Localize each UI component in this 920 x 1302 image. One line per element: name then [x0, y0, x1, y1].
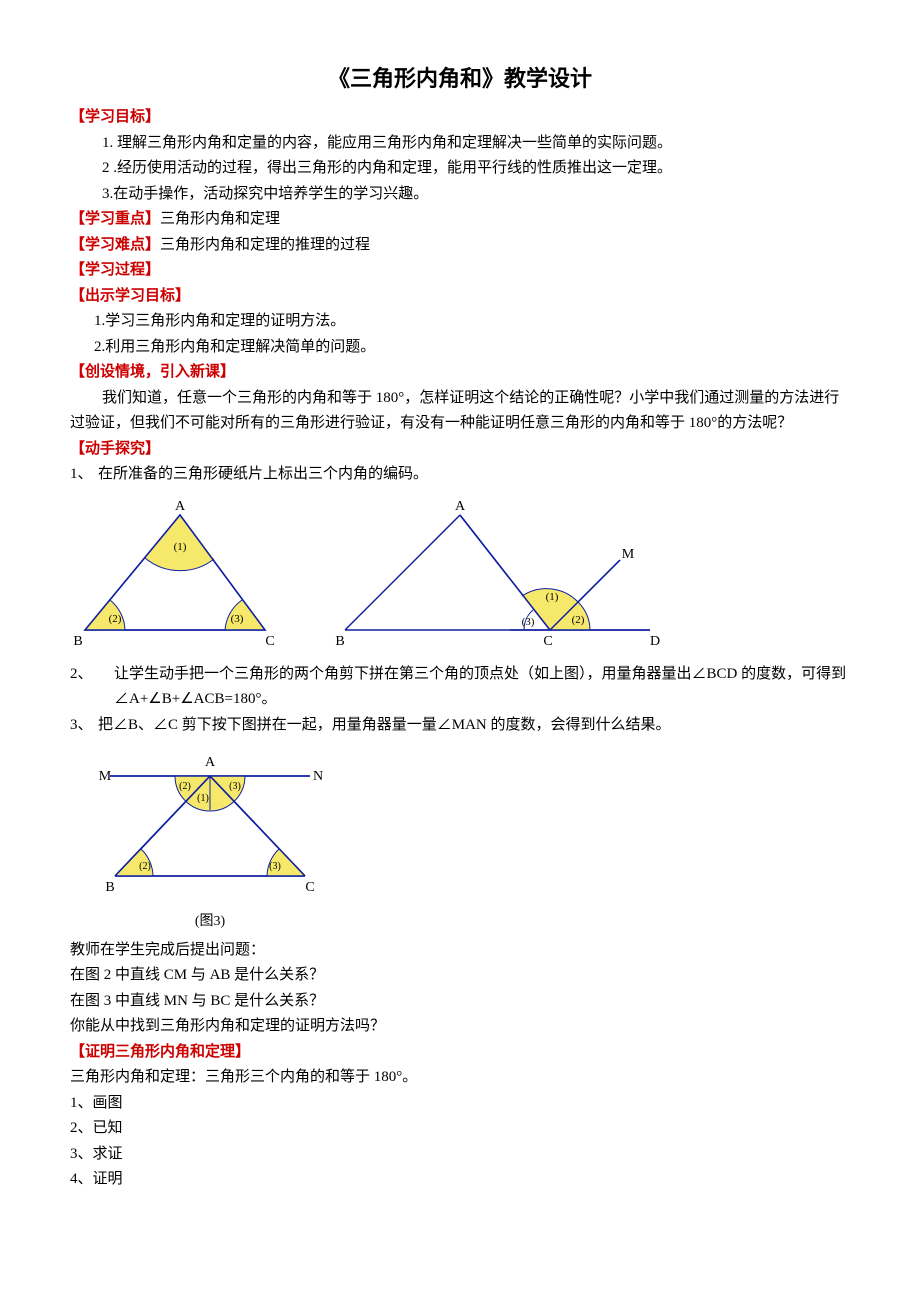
explore-header: 【动手探究】: [70, 441, 160, 457]
fig1-angle-3: (3): [231, 613, 244, 625]
fig1-label-C: C: [265, 634, 274, 649]
figure-2: A B C D M (1) (2) (3): [330, 500, 670, 650]
fig2-angle-3: (3): [522, 616, 535, 628]
figure-3: A M N B C (2) (3) (1) (2) (3): [90, 746, 330, 896]
fig3-label-N: N: [313, 769, 323, 784]
show-goals-header: 【出示学习目标】: [70, 288, 190, 304]
figure-1: A B C (1) (2) (3): [70, 500, 290, 650]
fig2-label-A: A: [455, 500, 466, 514]
page-title: 《三角形内角和》教学设计: [70, 60, 850, 97]
keypoint-text: 三角形内角和定理: [160, 211, 280, 227]
fig1-angle-2: (2): [109, 613, 122, 625]
fig2-angle-1: (1): [546, 591, 559, 603]
fig2-label-B: B: [335, 634, 344, 649]
fig1-label-B: B: [73, 634, 82, 649]
explore-step1-num: 1、: [70, 462, 98, 488]
fig3-angle-3: (3): [229, 781, 241, 792]
fig3-angle-2: (2): [179, 781, 191, 792]
explore-step3-num: 3、: [70, 713, 98, 739]
fig3-label-B: B: [105, 880, 114, 895]
goals-header: 【学习目标】: [70, 109, 160, 125]
fig2-label-C: C: [543, 634, 552, 649]
explore-step1: 在所准备的三角形硬纸片上标出三个内角的编码。: [98, 462, 850, 488]
fig3-label-M: M: [99, 769, 112, 784]
proof-step-3: 3、求证: [70, 1142, 850, 1168]
fig3-label-C: C: [305, 880, 314, 895]
process-header: 【学习过程】: [70, 262, 160, 278]
teacher-q1: 教师在学生完成后提出问题：: [70, 938, 850, 964]
fig3-angle-3b: (3): [269, 861, 281, 872]
fig2-label-D: D: [650, 634, 660, 649]
figure-3-container: A M N B C (2) (3) (1) (2) (3) (图3): [90, 746, 330, 933]
teacher-q4: 你能从中找到三角形内角和定理的证明方法吗？: [70, 1014, 850, 1040]
fig1-label-A: A: [175, 500, 186, 514]
situation-header: 【创设情境，引入新课】: [70, 364, 235, 380]
show-goal-1: 1.学习三角形内角和定理的证明方法。: [70, 309, 850, 335]
difficulty-header: 【学习难点】: [70, 237, 160, 253]
fig2-angle-2: (2): [572, 614, 585, 626]
proof-intro: 三角形内角和定理：三角形三个内角的和等于 180°。: [70, 1065, 850, 1091]
explore-step2: 让学生动手把一个三角形的两个角剪下拼在第三个角的顶点处（如上图），用量角器量出∠…: [98, 662, 850, 713]
proof-step-2: 2、已知: [70, 1116, 850, 1142]
goal-2: 2 .经历使用活动的过程，得出三角形的内角和定理，能用平行线的性质推出这一定理。: [70, 156, 850, 182]
teacher-q3: 在图 3 中直线 MN 与 BC 是什么关系？: [70, 989, 850, 1015]
fig3-label-A: A: [205, 755, 216, 770]
fig3-angle-1: (1): [197, 793, 209, 804]
fig3-angle-2b: (2): [139, 861, 151, 872]
goal-3: 3.在动手操作，活动探究中培养学生的学习兴趣。: [70, 182, 850, 208]
difficulty-text: 三角形内角和定理的推理的过程: [160, 237, 370, 253]
figure-row-1: A B C (1) (2) (3) A B C D M (1) (2) (3): [70, 500, 850, 650]
fig1-angle-1: (1): [174, 541, 187, 553]
show-goal-2: 2.利用三角形内角和定理解决简单的问题。: [70, 335, 850, 361]
proof-step-4: 4、证明: [70, 1167, 850, 1193]
teacher-q2: 在图 2 中直线 CM 与 AB 是什么关系？: [70, 963, 850, 989]
explore-step3: 把∠B、∠C 剪下按下图拼在一起，用量角器量一量∠MAN 的度数，会得到什么结果…: [98, 713, 850, 739]
goal-1: 1. 理解三角形内角和定量的内容，能应用三角形内角和定理解决一些简单的实际问题。: [70, 131, 850, 157]
situation-text: 我们知道，任意一个三角形的内角和等于 180°，怎样证明这个结论的正确性呢？小学…: [70, 386, 850, 437]
proof-header: 【证明三角形内角和定理】: [70, 1044, 250, 1060]
keypoint-header: 【学习重点】: [70, 211, 160, 227]
figure-3-caption: (图3): [90, 910, 330, 934]
fig2-label-M: M: [622, 547, 635, 562]
proof-step-1: 1、画图: [70, 1091, 850, 1117]
explore-step2-num: 2、: [70, 662, 98, 713]
